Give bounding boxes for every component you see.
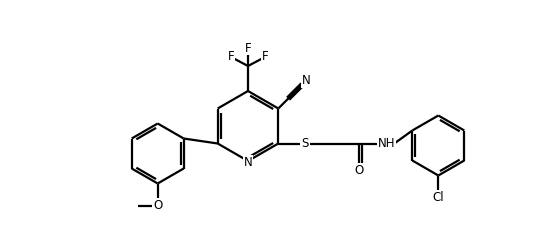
Text: S: S	[302, 137, 309, 150]
Text: O: O	[355, 164, 364, 177]
Text: F: F	[245, 41, 252, 55]
Text: F: F	[262, 50, 268, 64]
Text: O: O	[153, 199, 162, 212]
Text: N: N	[302, 74, 311, 87]
Text: F: F	[227, 50, 234, 64]
Text: N: N	[244, 155, 253, 169]
Text: NH: NH	[378, 137, 395, 150]
Text: Cl: Cl	[433, 191, 444, 204]
